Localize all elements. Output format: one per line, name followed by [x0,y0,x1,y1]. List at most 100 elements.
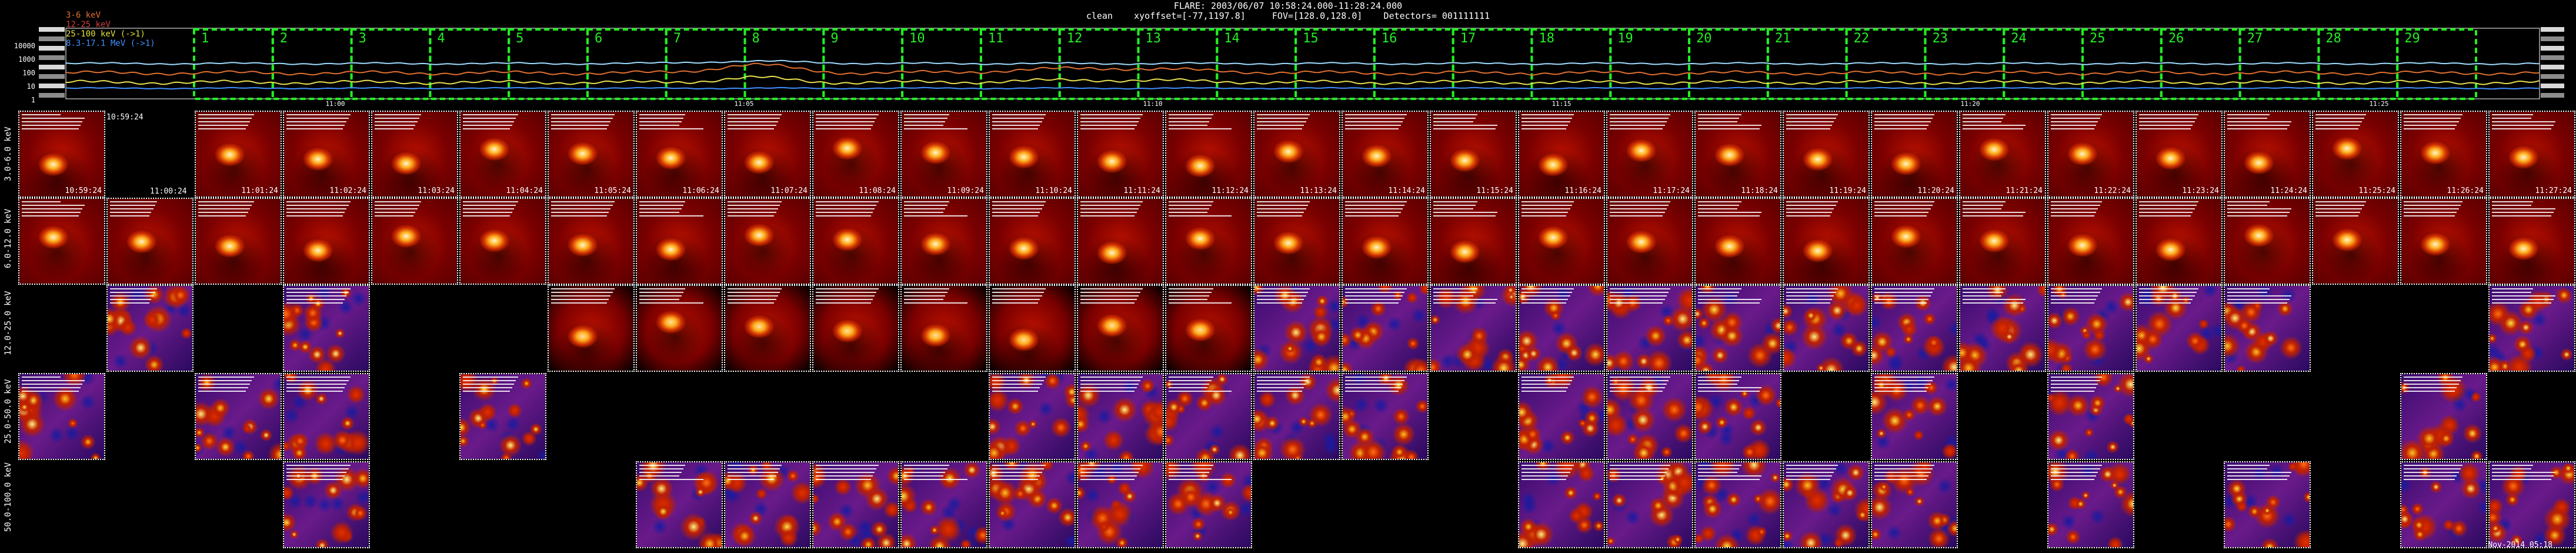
grey-stripe [2541,65,2564,69]
spectral-image-cell: 11:19:24 [1783,111,1870,198]
spectral-image-cell [459,373,546,460]
reconstructed-image [902,112,986,196]
image-time-label: 11:13:24 [1300,186,1337,195]
spectral-image-cell: 11:15:24 [1430,111,1517,198]
interval-number: 23 [1932,31,1948,46]
interval-number: 27 [2247,31,2263,46]
spectral-image-cell: 11:25:24 [2312,111,2399,198]
reconstructed-image [2401,112,2486,196]
spectral-image-cell [1871,373,1958,460]
spectral-image-cell [900,461,987,548]
spectral-image-cell [1783,461,1870,548]
image-header-text [639,465,704,482]
interval-number: 8 [752,31,760,46]
reconstructed-image [2048,286,2133,371]
image-header-text [1963,114,2027,132]
x-tick-label: 11:15 [1551,100,1571,108]
reconstructed-image [1872,199,1957,284]
image-time-label: 11:16:24 [1564,186,1601,195]
image-header-text [1169,465,1233,482]
image-header-text [198,114,263,132]
spectral-image-cell [1871,285,1958,372]
spectral-image-cell [1606,285,1693,372]
spectral-image-cell [18,198,105,285]
image-time-label: 11:07:24 [770,186,807,195]
image-time-label: 11:00:24 [150,187,187,196]
image-header-text [2227,465,2292,482]
interval-box [2396,28,2477,100]
spectral-image-cell: 11:01:24 [195,111,282,198]
spectral-image-cell [283,285,370,372]
reconstructed-image [1784,286,1868,371]
interval-number: 2 [280,31,288,46]
reconstructed-image [2225,286,2310,371]
reconstructed-image [284,462,369,547]
spectral-image-cell [548,198,635,285]
image-header-text [551,114,616,132]
spectral-image-cell [812,198,899,285]
reconstructed-image [196,374,281,459]
reconstructed-image [549,112,633,196]
spectral-image-cell: 11:27:24 [2488,111,2575,198]
reconstructed-image [1166,374,1251,459]
x-tick-label: 11:05 [734,100,753,108]
image-header-text [1080,465,1145,482]
interval-number: 20 [1696,31,1712,46]
image-header-text [2227,114,2292,132]
x-tick-label: 11:00 [325,100,345,108]
interval-box [1058,28,1140,100]
image-header-text [992,377,1057,394]
reconstructed-image [1078,112,1163,196]
image-header-text [2404,377,2468,394]
spectral-image-cell [2312,198,2399,285]
image-header-text [1521,465,1586,482]
spectral-image-cell [812,461,899,548]
image-time-label: 11:21:24 [2006,186,2043,195]
spectral-image-cell [106,198,193,285]
image-header-text [992,288,1057,306]
spectral-image-cell: 11:12:24 [1165,111,1252,198]
image-header-text [2492,288,2557,306]
spectral-image-cell: 10:59:24 [18,111,105,198]
image-header-text [2051,288,2115,306]
grey-stripe [39,93,65,98]
interval-number: 6 [595,31,602,46]
image-header-text [1698,201,1763,219]
interval-box [822,28,904,100]
spectral-image-cell [2047,461,2134,548]
reconstructed-image [1960,112,2045,196]
image-header-text [1080,377,1145,394]
reconstructed-image [1519,199,1604,284]
reconstructed-image [1607,199,1692,284]
interval-number: 26 [2168,31,2184,46]
image-time-label: 11:17:24 [1653,186,1690,195]
image-time-label: 11:09:24 [947,186,984,195]
image-header-text [639,201,704,219]
reconstructed-image [1431,199,1516,284]
image-time-label: 11:26:24 [2447,186,2484,195]
interval-box [1294,28,1376,100]
spectral-image-cell [1518,461,1605,548]
spectral-image-cell: 11:17:24 [1606,111,1693,198]
reconstructed-image [1872,286,1957,371]
image-header-text [22,114,86,132]
image-header-text [2139,114,2204,132]
reconstructed-image [372,112,457,196]
grey-stripe [39,27,65,32]
reconstructed-image [2137,286,2221,371]
image-time-label: 11:18:24 [1741,186,1778,195]
image-header-text [1257,114,1322,132]
reconstructed-image [1078,374,1163,459]
image-header-text [1521,377,1586,394]
grey-stripe [2541,74,2564,79]
image-header-text [198,201,263,219]
reconstructed-image [2313,199,2398,284]
spectral-image-cell [2400,198,2487,285]
interval-box [2081,28,2163,100]
reconstructed-image [2401,374,2486,459]
reconstructed-image [284,286,369,371]
reconstructed-image [725,286,810,371]
image-header-text [1786,465,1851,482]
image-header-text [22,377,86,394]
grey-stripe [2541,46,2564,51]
